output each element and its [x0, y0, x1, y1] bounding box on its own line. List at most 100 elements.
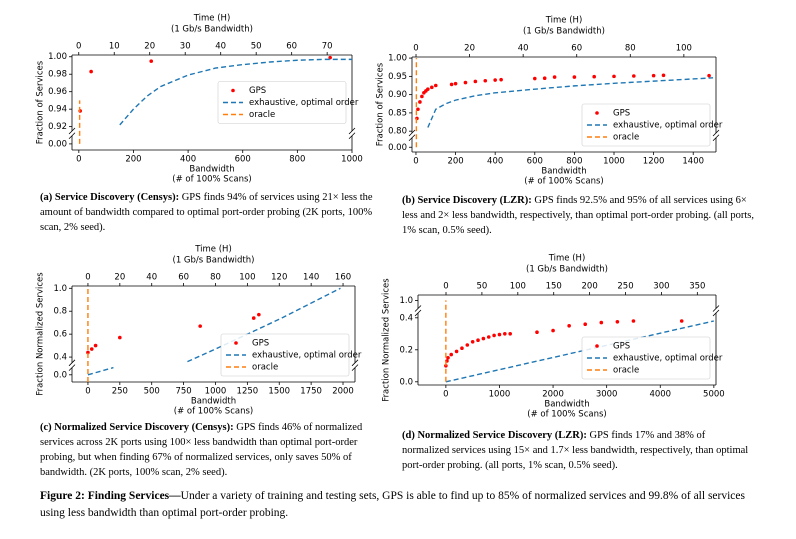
y-tick-label: 0.00: [48, 139, 67, 149]
x-tick-label: 200: [125, 155, 141, 165]
axis-spine: [68, 127, 76, 135]
axis-spine: [712, 134, 720, 142]
x-tick-label: 1400: [682, 157, 704, 167]
data-line: [445, 320, 715, 383]
x-tick-label: 2000: [332, 387, 354, 397]
x-tick-label: 1250: [237, 387, 259, 397]
x2-label: Time (H): [193, 14, 231, 24]
x2-tick-label: 50: [476, 282, 487, 292]
data-point: [497, 332, 502, 337]
data-point: [651, 73, 656, 78]
data-point: [499, 77, 503, 82]
legend-label: GPS: [249, 86, 266, 96]
legend-label: oracle: [613, 366, 639, 376]
legend-marker: [595, 111, 599, 115]
y-tick-label: 0.6: [53, 330, 67, 340]
y-tick-label: 0.2: [399, 345, 413, 355]
caption-text: Under a variety of training and testing …: [40, 490, 745, 519]
caption-label: (b) Service Discovery (LZR):: [402, 195, 532, 206]
data-point: [532, 76, 537, 81]
y-tick-label: 0.00: [388, 143, 407, 153]
data-point: [89, 347, 94, 351]
data-point: [86, 350, 90, 355]
x2-tick-label: 350: [689, 282, 705, 292]
legend-label: oracle: [613, 133, 639, 143]
x-tick-label: 1500: [268, 387, 290, 397]
data-point: [572, 75, 577, 79]
data-point: [679, 319, 684, 323]
x-tick-label: 1750: [300, 387, 322, 397]
legend-marker: [231, 88, 235, 93]
x-tick-label: 1000: [603, 157, 625, 167]
axis-spine: [414, 305, 422, 312]
y-tick-label: 0.8: [53, 307, 67, 317]
x2-tick-label: 100: [676, 44, 692, 54]
legend-label: exhaustive, optimal order: [249, 98, 359, 108]
data-point: [449, 352, 454, 357]
y-tick-label: 0.4: [53, 353, 67, 363]
x-tick-label: 1000: [205, 387, 227, 397]
x-tick-label: 5000: [703, 390, 725, 400]
x-tick-label: 0: [443, 390, 448, 400]
axis-spine: [68, 364, 76, 371]
axis-spine: [712, 309, 720, 317]
x2-tick-label: 100: [239, 273, 255, 283]
legend-label: exhaustive, optimal order: [613, 121, 723, 131]
caption-text: GPS finds 92.5% and 95% of all services …: [402, 195, 754, 236]
x2-sublabel: (1 Gb/s Bandwidth): [173, 256, 255, 266]
data-point: [446, 356, 450, 360]
x-label: Bandwidth: [189, 165, 234, 175]
x2-tick-label: 70: [322, 42, 333, 52]
y-tick-label: 1.00: [388, 54, 407, 64]
x-tick-label: 4000: [649, 390, 671, 400]
data-point: [632, 74, 636, 78]
caption-d: (d) Normalized Service Discovery (LZR): …: [402, 428, 750, 473]
x2-label: Time (H): [194, 245, 232, 255]
caption-label: (c) Normalized Service Discovery (Censys…: [40, 422, 234, 433]
legend-label: exhaustive, optimal order: [252, 351, 362, 361]
axis-spine: [68, 132, 76, 140]
legend-marker: [595, 344, 599, 348]
y-tick-label: 1.00: [48, 52, 67, 62]
x-label: Bandwidth: [191, 397, 236, 407]
caption-text: GPS finds 46% of normalized services acr…: [40, 422, 363, 478]
data-point: [486, 335, 491, 339]
axis-spine: [351, 364, 359, 371]
caption-text: GPS finds 17% and 38% of normalized serv…: [402, 430, 749, 471]
caption-text: GPS finds 94% of services using 21× less…: [40, 192, 373, 233]
x2-sublabel: (1 Gb/s Bandwidth): [171, 25, 253, 35]
x-label: Bandwidth: [541, 167, 586, 177]
y-tick-label: 0.0: [53, 370, 67, 380]
legend-box: [581, 336, 711, 380]
data-point: [463, 80, 468, 85]
x-tick-label: 600: [527, 157, 543, 167]
x2-tick-label: 30: [180, 42, 191, 52]
data-point: [483, 78, 488, 83]
x2-label: Time (H): [548, 254, 586, 264]
x2-tick-label: 250: [617, 282, 633, 292]
x-tick-label: 200: [447, 157, 463, 167]
axis-spine: [348, 132, 356, 140]
axis-spine: [351, 359, 359, 367]
y-label: Fraction Normalized Services: [382, 278, 392, 402]
x2-tick-label: 0: [85, 273, 90, 283]
x-tick-label: 1000: [489, 390, 511, 400]
data-point: [599, 320, 604, 325]
y-tick-label: 0.98: [48, 70, 67, 80]
x2-tick-label: 20: [464, 44, 475, 54]
data-point: [328, 55, 332, 60]
x-tick-label: 0: [413, 157, 418, 167]
y-tick-label: 0.85: [388, 108, 407, 118]
data-point: [453, 81, 458, 86]
x2-tick-label: 60: [571, 44, 582, 54]
x-sublabel: (# of 100% Scans): [174, 407, 253, 417]
data-point: [257, 312, 261, 317]
figure-caption: Figure 2: Finding Services—Under a varie…: [40, 488, 765, 522]
x-tick-label: 800: [289, 155, 305, 165]
data-point: [118, 335, 122, 340]
data-point: [492, 333, 496, 338]
axis-spine: [408, 129, 416, 137]
y-tick-label: 1.0: [399, 296, 413, 306]
x2-tick-label: 20: [114, 273, 125, 283]
